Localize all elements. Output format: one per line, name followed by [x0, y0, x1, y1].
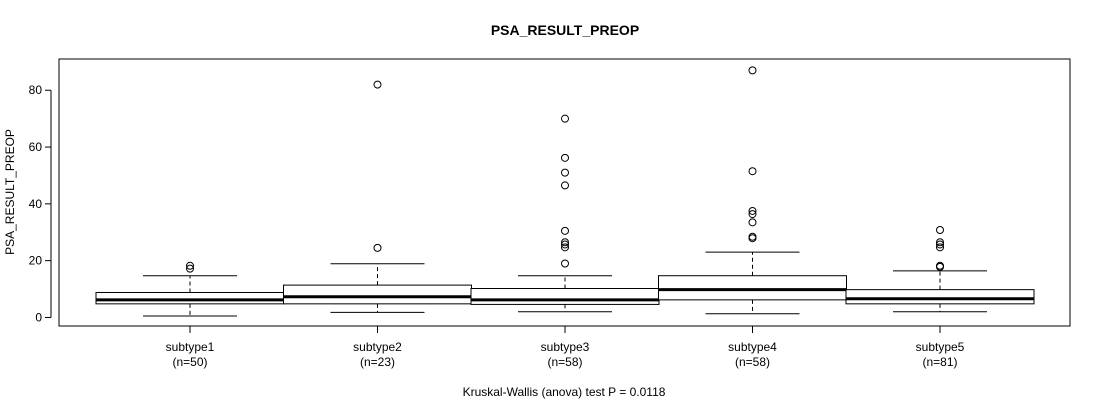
iqr-box	[845, 289, 1035, 305]
group-label: subtype4	[728, 340, 777, 354]
outlier-point	[561, 114, 569, 123]
iqr-box	[470, 288, 660, 305]
box-group-subtype4: subtype4(n=58)	[658, 66, 847, 369]
outlier-point	[748, 167, 757, 176]
group-n-label: (n=23)	[360, 355, 395, 369]
outlier-point	[936, 238, 944, 247]
y-tick-label: 0	[35, 310, 42, 324]
outlier-point	[561, 238, 569, 247]
test-footer: Kruskal-Wallis (anova) test P = 0.0118	[463, 385, 666, 399]
y-tick-label: 60	[29, 140, 43, 154]
outlier-point	[561, 153, 569, 162]
group-label: subtype2	[353, 340, 402, 354]
outlier-point	[561, 226, 569, 235]
group-label: subtype5	[916, 340, 965, 354]
y-tick-label: 20	[29, 254, 43, 268]
group-n-label: (n=58)	[547, 355, 582, 369]
y-axis-label: PSA_RESULT_PREOP	[3, 129, 17, 255]
box-group-subtype2: subtype2(n=23)	[283, 80, 472, 369]
box-group-subtype1: subtype1(n=50)	[95, 261, 285, 369]
outlier-point	[748, 206, 757, 215]
y-axis: 0 20 40 60 80	[29, 83, 52, 324]
outlier-point	[748, 232, 757, 241]
outlier-point	[936, 225, 944, 234]
group-n-label: (n=81)	[922, 355, 957, 369]
box-group-subtype3: subtype3(n=58)	[470, 114, 660, 369]
y-tick-label: 80	[29, 83, 43, 97]
outlier-point	[748, 210, 757, 219]
outlier-point	[561, 259, 569, 268]
outlier-point	[748, 66, 757, 75]
outlier-point	[186, 264, 194, 273]
outlier-point	[561, 181, 569, 190]
outlier-point	[373, 243, 382, 252]
chart-title: PSA_RESULT_PREOP	[491, 22, 639, 38]
iqr-box	[658, 275, 847, 301]
y-tick-label: 40	[29, 197, 43, 211]
outlier-point	[936, 243, 944, 252]
box-group-container: subtype1(n=50)subtype2(n=23)subtype3(n=5…	[95, 66, 1035, 369]
outlier-point	[561, 243, 569, 252]
outlier-point	[561, 240, 569, 249]
group-n-label: (n=50)	[172, 355, 207, 369]
outlier-point	[561, 168, 569, 177]
group-label: subtype1	[166, 340, 215, 354]
box-group-subtype5: subtype5(n=81)	[845, 225, 1035, 369]
outlier-point	[186, 261, 194, 270]
outlier-point	[373, 80, 382, 89]
outlier-point	[936, 261, 944, 270]
outlier-point	[748, 218, 757, 227]
group-label: subtype3	[541, 340, 590, 354]
outlier-point	[936, 240, 944, 249]
group-n-label: (n=58)	[735, 355, 770, 369]
iqr-box	[283, 284, 472, 305]
iqr-box	[95, 291, 285, 305]
